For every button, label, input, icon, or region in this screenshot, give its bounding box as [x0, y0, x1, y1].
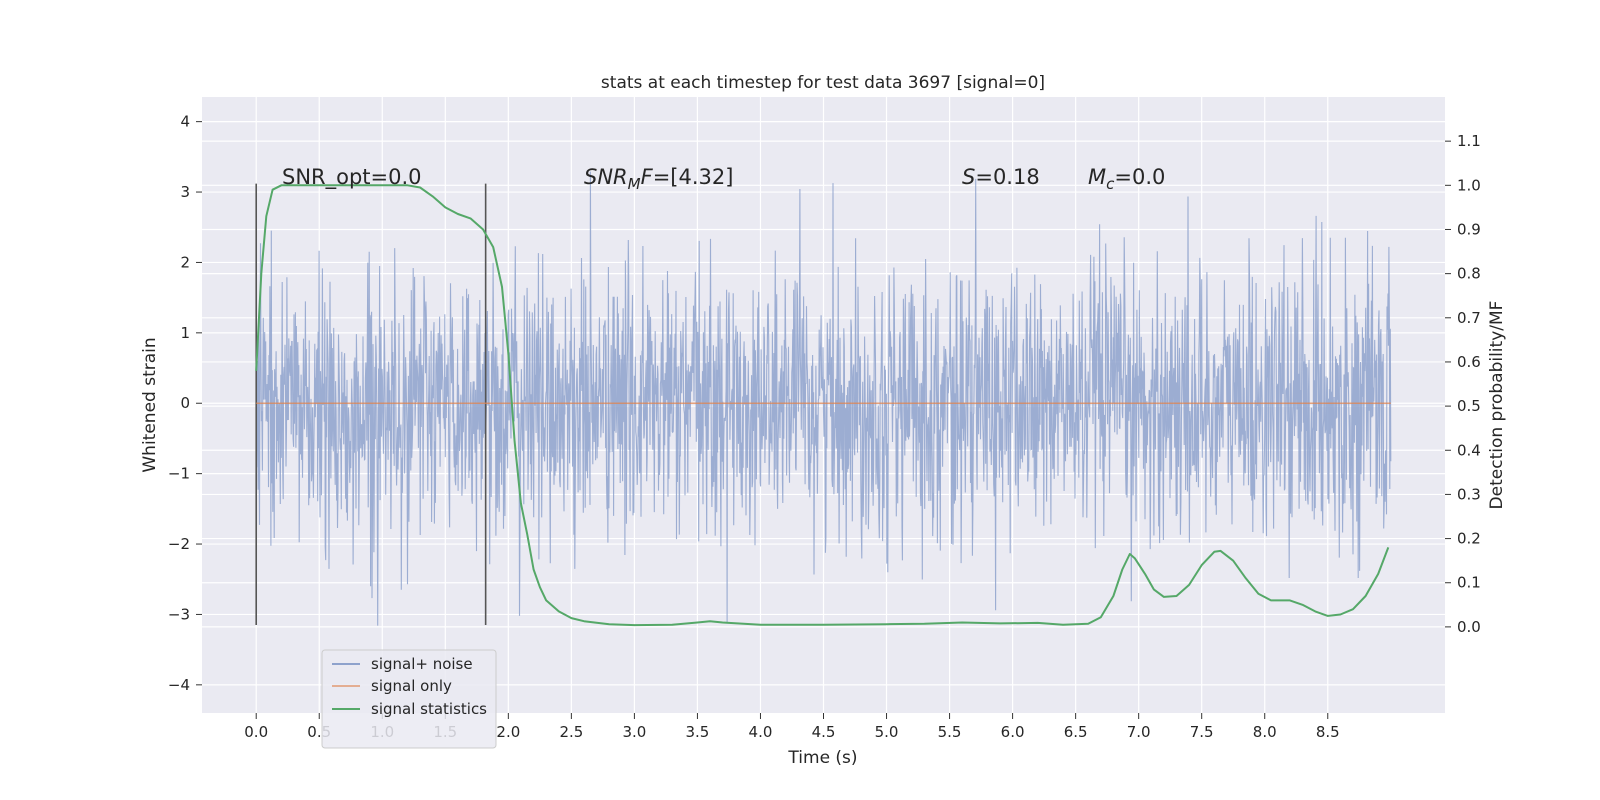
y-tick-label: 3	[180, 183, 190, 201]
x-tick-label: 6.5	[1064, 723, 1088, 741]
annotation-s: S=0.18	[962, 165, 1040, 189]
legend-label-signal-only: signal only	[371, 677, 452, 695]
y-axis-label: Whitened strain	[140, 337, 160, 472]
chart-title: stats at each timestep for test data 369…	[601, 73, 1045, 93]
signal-noise-line	[255, 171, 1392, 626]
annotation-snr-mf-sub: M	[628, 175, 641, 193]
y-tick-label: −2	[168, 535, 190, 553]
y2-tick-label: 0.9	[1457, 220, 1481, 238]
x-tick-label: 5.0	[875, 723, 899, 741]
y2-tick-label: 1.1	[1457, 132, 1481, 150]
x-tick-label: 3.5	[686, 723, 710, 741]
x-tick-label: 8.0	[1253, 723, 1277, 741]
y-tick-label: 0	[180, 394, 190, 412]
annotation-mc-math: M	[1088, 165, 1106, 189]
y2-tick-label: 1.0	[1457, 176, 1481, 194]
x-tick-label: 3.0	[622, 723, 646, 741]
y-tick-label: 2	[180, 253, 190, 271]
annotation-mc: Mc=0.0	[1088, 165, 1165, 193]
y-tick-label: 1	[180, 324, 190, 342]
annotation-snr-mf-math2: F	[641, 165, 654, 189]
vertical-markers	[255, 183, 487, 625]
legend-label-signal-noise: signal+ noise	[371, 655, 473, 673]
x-tick-label: 4.5	[812, 723, 836, 741]
y2-axis-label: Detection probability/MF	[1487, 301, 1507, 510]
y2-tick-label: 0.7	[1457, 309, 1481, 327]
annotation-snr-mf-value: =[4.32]	[653, 165, 734, 189]
x-tick-label: 8.5	[1316, 723, 1340, 741]
y-axis-ticks: 4 3 2 1 0 −1 −2 −3 −4	[168, 113, 202, 694]
signal-statistics-series	[255, 184, 1390, 627]
y2-tick-label: 0.4	[1457, 441, 1481, 459]
annotation-mc-value: =0.0	[1114, 165, 1165, 189]
annotation-snr-mf: SNRMF=[4.32]	[584, 165, 733, 193]
x-tick-label: 4.0	[749, 723, 773, 741]
y-tick-label: 4	[180, 113, 190, 131]
annotation-s-math: S	[962, 165, 975, 189]
annotation-s-value: =0.18	[975, 165, 1039, 189]
y2-tick-label: 0.0	[1457, 618, 1481, 636]
x-tick-label: 7.5	[1190, 723, 1214, 741]
x-tick-label: 6.0	[1001, 723, 1025, 741]
y-tick-label: −1	[168, 465, 190, 483]
x-axis-label: Time (s)	[787, 748, 857, 768]
x-tick-label: 5.5	[938, 723, 962, 741]
x-tick-label: 2.5	[559, 723, 583, 741]
y2-tick-label: 0.8	[1457, 265, 1481, 283]
x-tick-label: 2.0	[496, 723, 520, 741]
y-tick-label: −4	[168, 676, 190, 694]
y2-axis-ticks: 1.1 1.0 0.9 0.8 0.7 0.6 0.5 0.4 0.3 0.2 0.1 0.0	[1445, 132, 1481, 636]
signal-statistics-line	[255, 184, 1390, 627]
legend: signal+ noise signal only signal statist…	[321, 649, 497, 749]
y2-tick-label: 0.3	[1457, 485, 1481, 503]
signal-noise-series	[255, 171, 1392, 626]
y2-tick-label: 0.6	[1457, 353, 1481, 371]
annotation-snr-mf-math: SNR	[584, 165, 628, 189]
x-tick-label: 7.0	[1127, 723, 1151, 741]
annotation-snr-opt: SNR_opt=0.0	[282, 165, 422, 190]
legend-box	[321, 649, 497, 749]
annotation-mc-sub: c	[1106, 175, 1115, 193]
y-tick-label: −3	[168, 605, 190, 623]
y2-tick-label: 0.1	[1457, 574, 1481, 592]
y2-tick-label: 0.5	[1457, 397, 1481, 415]
x-tick-label: 0.0	[244, 723, 268, 741]
y2-tick-label: 0.2	[1457, 530, 1481, 548]
legend-label-signal-statistics: signal statistics	[371, 700, 487, 718]
